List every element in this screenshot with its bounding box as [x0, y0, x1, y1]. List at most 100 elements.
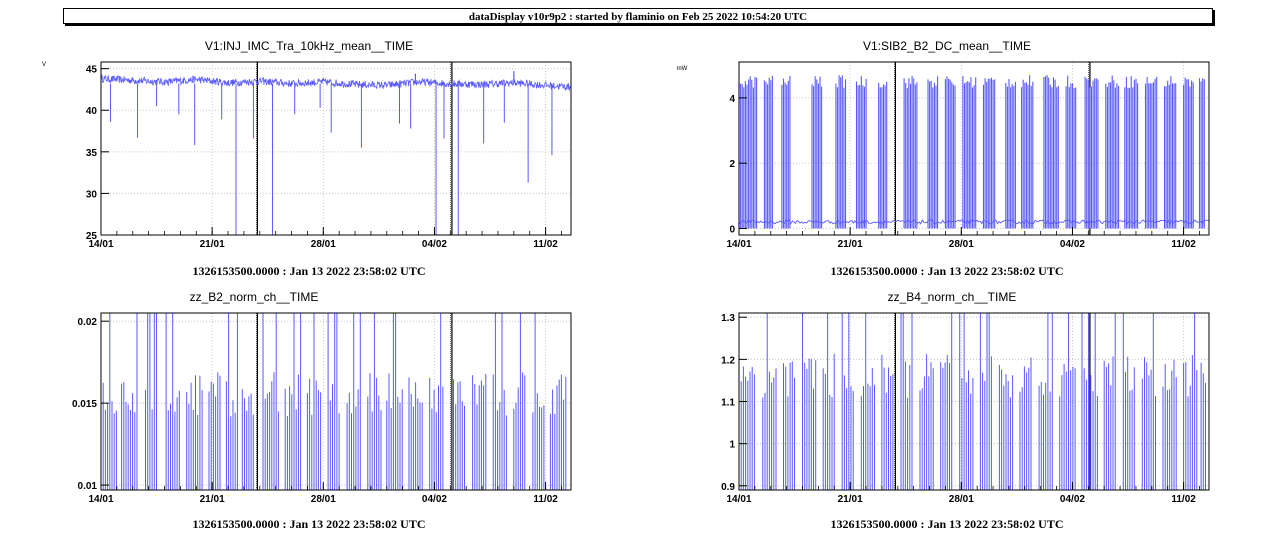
series-burst [1059, 313, 1076, 490]
y-tick-label: 40 [86, 106, 98, 117]
y-tick-label: 30 [86, 189, 98, 200]
x-tick-label: 28/01 [311, 494, 336, 505]
series-burst [145, 313, 157, 490]
y-tick-label: 1.3 [721, 313, 735, 324]
series-burst [306, 313, 322, 490]
plot-frame [100, 312, 572, 491]
series-burst [811, 76, 823, 229]
series-burst [1065, 75, 1077, 229]
series-burst [492, 313, 507, 490]
series-burst [1200, 362, 1206, 490]
series-burst [165, 313, 180, 490]
x-tick-label: 21/01 [838, 239, 863, 250]
y-tick-label: 1.1 [721, 398, 735, 409]
display-banner: dataDisplay v10r9p2 : started by flamini… [63, 8, 1213, 24]
x-tick-label: 04/02 [1060, 494, 1085, 505]
x-tick-label: 14/01 [88, 494, 113, 505]
x-tick-label: 11/02 [1171, 239, 1196, 250]
series-burst [763, 75, 773, 229]
chart-panel-b4norm: zz_B4_norm_ch__TIME 1326153500.0000 : Ja… [638, 285, 1276, 554]
series-burst [121, 313, 138, 490]
series-burst [783, 361, 795, 490]
series-burst [1084, 76, 1099, 229]
series-burst [1198, 78, 1205, 229]
y-tick-label: 0.9 [721, 482, 735, 493]
series-burst [841, 313, 854, 490]
series-line [100, 73, 572, 92]
y-tick-label: 0 [729, 224, 735, 235]
series-burst [982, 77, 996, 229]
chart-b4-norm: zz_B4_norm_ch__TIME 1326153500.0000 : Ja… [721, 290, 1210, 531]
series-burst [881, 354, 894, 490]
x-tick-label: 11/02 [533, 239, 558, 250]
y-tick-label: 4 [729, 94, 735, 105]
y-axis-label: mW [677, 66, 688, 72]
x-tick-label: 04/02 [1060, 239, 1085, 250]
x-tick-label: 14/01 [88, 239, 113, 250]
series-burst [1163, 76, 1177, 229]
series-burst [738, 76, 758, 229]
x-tick-label: 11/02 [533, 494, 558, 505]
x-tick-label: 14/01 [726, 239, 751, 250]
chart-panel-imc: V1:INJ_IMC_Tra_10kHz_mean__TIME V 132615… [0, 30, 638, 299]
series-burst [822, 313, 835, 490]
series-burst [1183, 77, 1194, 229]
series-burst [940, 313, 953, 490]
series-burst [1081, 313, 1098, 490]
y-tick-label: 0.02 [78, 317, 98, 328]
series-burst [962, 75, 977, 229]
y-tick-label: 1.2 [721, 355, 735, 366]
plot-frame [100, 61, 572, 236]
chart-imc-transmission: V1:INJ_IMC_Tra_10kHz_mean__TIME V 132615… [42, 39, 572, 278]
series-burst [386, 313, 403, 490]
series-burst [262, 313, 279, 490]
x-tick-label: 28/01 [949, 239, 974, 250]
series-burst [944, 76, 956, 229]
series-burst [327, 313, 340, 490]
y-axis-label: V [42, 62, 46, 68]
series-burst [900, 313, 913, 490]
series-burst [1183, 313, 1198, 490]
series-burst [1124, 76, 1139, 229]
series-burst [472, 373, 487, 490]
series-burst [959, 313, 974, 490]
x-tick-label: 11/02 [1171, 494, 1196, 505]
series-burst [1162, 359, 1177, 490]
series-burst [513, 313, 526, 490]
y-tick-label: 0.01 [78, 481, 98, 492]
chart-b2-norm: zz_B2_norm_ch__TIME 1326153500.0000 : Ja… [72, 290, 572, 531]
y-tick-label: 25 [86, 231, 98, 242]
x-axis-label: 1326153500.0000 : Jan 13 2022 23:58:02 U… [831, 264, 1064, 278]
chart-title: V1:SIB2_B2_DC_mean__TIME [863, 39, 1031, 53]
series-burst [208, 372, 221, 490]
series-burst [1144, 76, 1158, 229]
series-burst [1005, 79, 1016, 229]
chart-title: zz_B2_norm_ch__TIME [190, 290, 319, 304]
chart-title: V1:INJ_IMC_Tra_10kHz_mean__TIME [205, 39, 413, 53]
series-burst [241, 389, 254, 490]
series-burst [346, 313, 361, 490]
series-burst [549, 374, 567, 490]
y-tick-label: 2 [729, 159, 735, 170]
series-burst [408, 377, 423, 490]
plot-frame [738, 61, 1210, 236]
chart-title: zz_B4_norm_ch__TIME [888, 290, 1017, 304]
series-burst [1021, 75, 1034, 229]
series-burst [284, 313, 302, 490]
series-burst [802, 313, 817, 490]
x-tick-label: 04/02 [422, 239, 447, 250]
series-burst [878, 81, 888, 229]
y-tick-label: 35 [86, 148, 98, 159]
x-axis-label: 1326153500.0000 : Jan 13 2022 23:58:02 U… [831, 517, 1064, 531]
x-tick-label: 21/01 [200, 239, 225, 250]
chart-sib2-dc: V1:SIB2_B2_DC_mean__TIME mW 1326153500.0… [677, 39, 1210, 278]
series-burst [919, 354, 934, 490]
series-burst [100, 313, 117, 490]
series-burst [367, 313, 382, 490]
series-burst [1019, 357, 1032, 490]
series-burst [781, 75, 791, 229]
series-burst [835, 75, 847, 229]
series-burst [453, 379, 465, 490]
chart-panel-sib2: V1:SIB2_B2_DC_mean__TIME mW 1326153500.0… [638, 30, 1276, 299]
chart-panel-b2norm: zz_B2_norm_ch__TIME 1326153500.0000 : Ja… [0, 285, 638, 554]
